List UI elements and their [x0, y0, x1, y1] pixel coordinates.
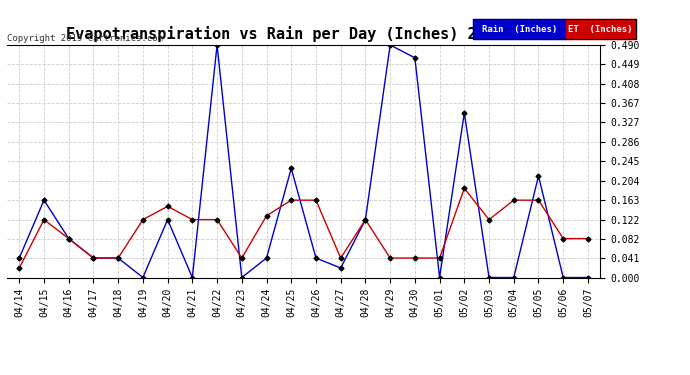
Title: Evapotranspiration vs Rain per Day (Inches) 20190508: Evapotranspiration vs Rain per Day (Inch… [66, 27, 541, 42]
Text: Copyright 2019 Cartronics.com: Copyright 2019 Cartronics.com [7, 34, 163, 43]
Text: Rain  (Inches): Rain (Inches) [482, 25, 557, 34]
Text: ET  (Inches): ET (Inches) [569, 25, 633, 34]
